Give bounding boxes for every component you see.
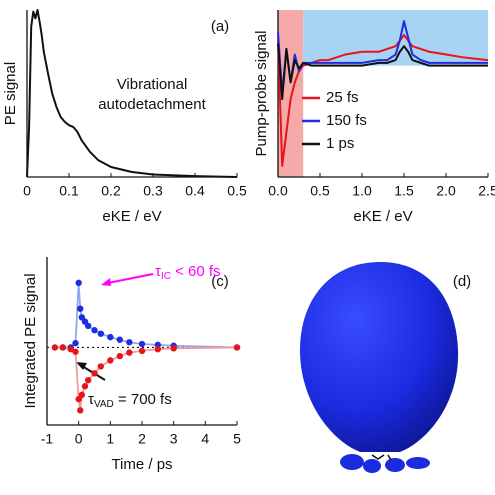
x-tick-label: 0.3 [143,183,163,199]
legend-label: 1 ps [326,135,354,152]
x-tick-label: 0.5 [310,183,330,199]
x-axis-label: eKE / eV [102,208,161,225]
x-tick-label: 1.5 [394,183,414,199]
series-line [26,9,238,178]
data-point [126,349,133,356]
x-tick-label: 1 [106,431,114,447]
data-point [97,330,105,337]
series-line [277,34,489,167]
annotation-part: = 700 fs [114,391,172,408]
surface-lobe [340,454,364,470]
x-tick-label: 4 [201,431,209,447]
surface-lobe [385,458,405,472]
data-point [138,340,146,348]
molecule [371,454,392,461]
data-point [67,345,74,353]
surface-lobe [406,457,430,469]
annotation-arrow [76,362,87,370]
data-point [84,322,92,330]
data-point [138,347,146,355]
y-axis-label: Integrated PE signal [22,273,39,408]
panel-label: (c) [211,273,229,290]
x-tick-label: 0 [75,431,83,447]
data-point [84,377,92,384]
x-tick-label: -1 [41,431,54,447]
y-axis-label: Pump-probe signal [253,31,270,157]
data-point [91,327,98,334]
annotation-part: τ [88,391,94,408]
data-point [59,344,67,351]
data-point [170,345,177,352]
annotation-arrow [107,273,154,284]
x-tick-label: 0.2 [101,183,121,199]
x-tick-label: 2 [138,431,146,447]
x-tick-label: 0 [23,183,31,199]
data-point [154,345,162,353]
legend-label: 25 fs [326,89,359,106]
data-point [75,279,82,287]
x-tick-label: 5 [233,431,241,447]
surface-lobe [300,262,459,452]
data-point [107,333,114,341]
annotation-arrow [101,278,111,286]
x-tick-label: 3 [170,431,178,447]
annotation: τIC < 60 fs [155,263,221,282]
surface-render [300,262,459,473]
x-tick-label: 0.5 [227,183,247,199]
panel-label: (a) [211,18,229,35]
surface-lobe [363,459,381,473]
panel-label: (d) [453,273,471,290]
data-point [233,344,241,351]
annotation: Vibrational autodetachment [98,76,206,113]
x-tick-label: 2.5 [478,183,495,199]
x-axis-label: Time / ps [111,456,172,473]
data-point [116,352,124,360]
annotation-part: VAD [94,399,114,410]
data-point [72,348,79,355]
series-line [277,20,488,95]
annotation-part: τ [155,263,161,280]
x-tick-label: 0.4 [185,183,205,199]
data-point [126,339,133,346]
x-tick-label: 0.1 [59,183,79,199]
data-point [72,339,79,347]
series-line [62,281,238,349]
x-axis-label: eKE / eV [353,208,412,225]
data-point [91,370,98,377]
data-point [51,344,59,351]
series-line [277,43,488,101]
data-point [77,305,84,312]
x-tick-label: 0.0 [268,183,288,199]
data-point [107,357,114,364]
annotation-part: IC [161,271,171,282]
annotation-line: Vibrational [117,76,188,93]
x-tick-label: 2.0 [436,183,456,199]
annotation: τVAD = 700 fs [88,391,172,410]
data-point [116,336,124,343]
data-point [97,363,105,370]
data-point [81,383,89,390]
annotation-part: < 60 fs [171,263,221,280]
data-point [77,407,84,414]
data-point [78,391,86,399]
legend-label: 150 fs [326,112,367,129]
x-tick-label: 1.0 [352,183,372,199]
annotation-line: autodetachment [98,96,206,113]
y-axis-label: PE signal [2,62,19,125]
